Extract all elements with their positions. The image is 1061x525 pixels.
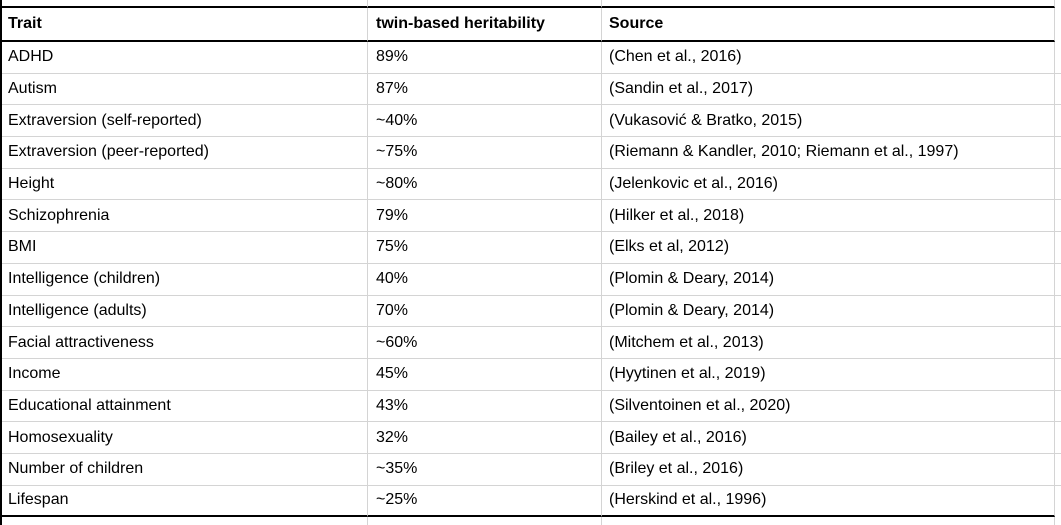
trait-cell[interactable]: Intelligence (children) (2, 263, 368, 296)
empty-cell[interactable] (1055, 359, 1061, 391)
heritability-cell[interactable]: 70% (368, 295, 602, 328)
trait-cell[interactable]: Extraversion (peer-reported) (2, 137, 368, 169)
empty-cell[interactable] (1055, 105, 1061, 138)
table-body: ADHD 89% (Chen et al., 2016) Autism 87% … (2, 42, 1061, 518)
column-header-source[interactable]: Source (602, 8, 1055, 42)
source-cell[interactable]: (Hyytinen et al., 2019) (602, 358, 1055, 391)
table-row: Intelligence (children) 40% (Plomin & De… (2, 263, 1061, 296)
empty-cell[interactable] (1055, 74, 1061, 106)
empty-cell[interactable] (602, 0, 1055, 8)
empty-cell[interactable] (1055, 169, 1061, 201)
source-cell[interactable]: (Plomin & Deary, 2014) (602, 295, 1055, 328)
source-cell[interactable]: (Sandin et al., 2017) (602, 73, 1055, 106)
trait-cell[interactable]: Lifespan (2, 485, 368, 518)
empty-cell[interactable] (1055, 327, 1061, 359)
heritability-cell[interactable]: 32% (368, 422, 602, 454)
empty-cell[interactable] (368, 517, 602, 525)
heritability-cell[interactable]: 87% (368, 73, 602, 106)
heritability-cell[interactable]: 75% (368, 232, 602, 264)
table-row: Income 45% (Hyytinen et al., 2019) (2, 358, 1061, 391)
heritability-cell[interactable]: ~35% (368, 453, 602, 486)
trait-cell[interactable]: Height (2, 168, 368, 201)
trait-cell[interactable]: Number of children (2, 453, 368, 486)
empty-cell[interactable] (1055, 517, 1061, 525)
empty-cell[interactable] (1055, 454, 1061, 486)
trait-cell[interactable]: Homosexuality (2, 422, 368, 454)
empty-cell[interactable] (1055, 200, 1061, 233)
table-row: Extraversion (peer-reported) ~75% (Riema… (2, 137, 1061, 169)
empty-cell[interactable] (1055, 0, 1061, 8)
empty-cell[interactable] (2, 0, 368, 8)
column-header-heritability[interactable]: twin-based heritability (368, 8, 602, 42)
trait-cell[interactable]: Facial attractiveness (2, 327, 368, 359)
source-cell[interactable]: (Bailey et al., 2016) (602, 422, 1055, 454)
table-row: Height ~80% (Jelenkovic et al., 2016) (2, 168, 1061, 201)
heritability-cell[interactable]: ~75% (368, 137, 602, 169)
heritability-cell[interactable]: 40% (368, 263, 602, 296)
source-cell[interactable]: (Herskind et al., 1996) (602, 485, 1055, 518)
table-row: Schizophrenia 79% (Hilker et al., 2018) (2, 200, 1061, 233)
partial-row-bottom (2, 517, 1061, 525)
source-cell[interactable]: (Riemann & Kandler, 2010; Riemann et al.… (602, 137, 1055, 169)
source-cell[interactable]: (Elks et al, 2012) (602, 232, 1055, 264)
trait-cell[interactable]: Autism (2, 73, 368, 106)
table-row: Facial attractiveness ~60% (Mitchem et a… (2, 327, 1061, 359)
heritability-cell[interactable]: ~80% (368, 168, 602, 201)
empty-cell[interactable] (1055, 422, 1061, 454)
heritability-cell[interactable]: 79% (368, 200, 602, 233)
heritability-cell[interactable]: ~40% (368, 105, 602, 138)
column-header-trait[interactable]: Trait (2, 8, 368, 42)
heritability-cell[interactable]: 45% (368, 358, 602, 391)
empty-cell[interactable] (368, 0, 602, 8)
trait-cell[interactable]: BMI (2, 232, 368, 264)
empty-cell[interactable] (1055, 486, 1061, 518)
empty-cell[interactable] (1055, 137, 1061, 169)
heritability-cell[interactable]: 89% (368, 42, 602, 74)
table-row: Lifespan ~25% (Herskind et al., 1996) (2, 485, 1061, 518)
empty-cell[interactable] (1055, 391, 1061, 423)
heritability-cell[interactable]: 43% (368, 390, 602, 423)
table-row: Educational attainment 43% (Silventoinen… (2, 390, 1061, 423)
empty-cell[interactable] (1055, 42, 1061, 74)
trait-cell[interactable]: ADHD (2, 42, 368, 74)
source-cell[interactable]: (Plomin & Deary, 2014) (602, 263, 1055, 296)
trait-cell[interactable]: Income (2, 358, 368, 391)
source-cell[interactable]: (Chen et al., 2016) (602, 42, 1055, 74)
table-row: Homosexuality 32% (Bailey et al., 2016) (2, 422, 1061, 454)
table-row: Intelligence (adults) 70% (Plomin & Dear… (2, 295, 1061, 328)
source-cell[interactable]: (Hilker et al., 2018) (602, 200, 1055, 233)
trait-cell[interactable]: Educational attainment (2, 390, 368, 423)
source-cell[interactable]: (Silventoinen et al., 2020) (602, 390, 1055, 423)
trait-cell[interactable]: Extraversion (self-reported) (2, 105, 368, 138)
empty-cell[interactable] (1055, 296, 1061, 328)
table-row: ADHD 89% (Chen et al., 2016) (2, 42, 1061, 74)
source-cell[interactable]: (Mitchem et al., 2013) (602, 327, 1055, 359)
table-row: Extraversion (self-reported) ~40% (Vukas… (2, 105, 1061, 138)
empty-cell[interactable] (602, 517, 1055, 525)
source-cell[interactable]: (Vukasović & Bratko, 2015) (602, 105, 1055, 138)
trait-cell[interactable]: Intelligence (adults) (2, 295, 368, 328)
table-row: BMI 75% (Elks et al, 2012) (2, 232, 1061, 264)
table-row: Autism 87% (Sandin et al., 2017) (2, 73, 1061, 106)
header-row: Trait twin-based heritability Source (2, 8, 1061, 42)
source-cell[interactable]: (Jelenkovic et al., 2016) (602, 168, 1055, 201)
empty-cell[interactable] (1055, 8, 1061, 42)
heritability-cell[interactable]: ~25% (368, 485, 602, 518)
source-cell[interactable]: (Briley et al., 2016) (602, 453, 1055, 486)
empty-cell[interactable] (1055, 232, 1061, 264)
heritability-cell[interactable]: ~60% (368, 327, 602, 359)
trait-cell[interactable]: Schizophrenia (2, 200, 368, 233)
table-row: Number of children ~35% (Briley et al., … (2, 453, 1061, 486)
empty-cell[interactable] (1055, 264, 1061, 296)
partial-row-top (2, 0, 1061, 8)
empty-cell[interactable] (2, 517, 368, 525)
